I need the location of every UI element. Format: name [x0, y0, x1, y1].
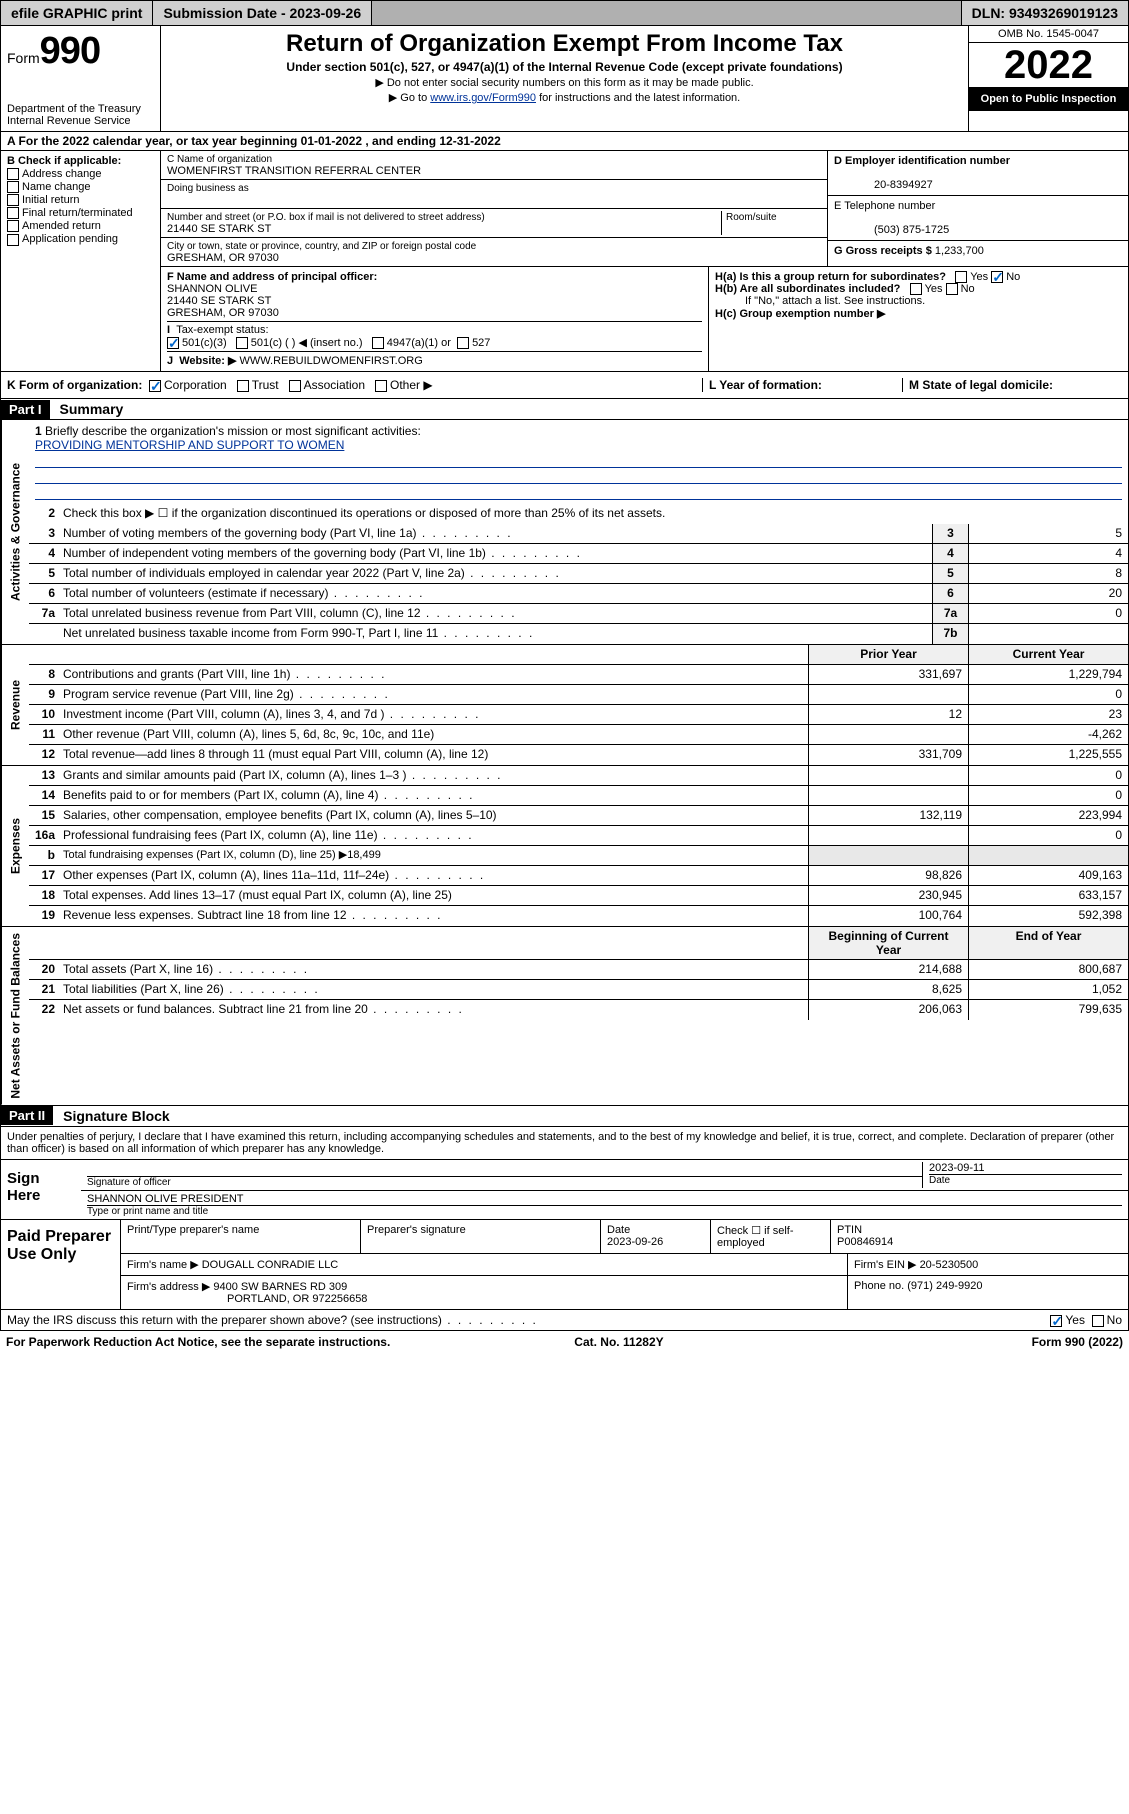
irs-discuss-row: May the IRS discuss this return with the…	[0, 1310, 1129, 1331]
dln: DLN: 93493269019123	[961, 1, 1128, 25]
checkbox-column: B Check if applicable: Address change Na…	[1, 151, 161, 371]
form-header: Form990 Department of the Treasury Inter…	[0, 26, 1129, 132]
corp-checkbox[interactable]	[149, 380, 161, 392]
ha-no-checkbox[interactable]	[991, 271, 1003, 283]
mission-text[interactable]: PROVIDING MENTORSHIP AND SUPPORT TO WOME…	[35, 438, 344, 452]
officer-block: F Name and address of principal officer:…	[161, 267, 708, 371]
submission-date: Submission Date - 2023-09-26	[153, 1, 372, 25]
header-right: OMB No. 1545-0047 2022 Open to Public In…	[968, 26, 1128, 131]
side-netassets: Net Assets or Fund Balances	[1, 927, 29, 1105]
signature-block: Under penalties of perjury, I declare th…	[0, 1127, 1129, 1310]
header-title: Return of Organization Exempt From Incom…	[161, 26, 968, 131]
top-bar: efile GRAPHIC print Submission Date - 20…	[0, 0, 1129, 26]
form-title: Return of Organization Exempt From Incom…	[169, 30, 960, 58]
part2-bar: Part II Signature Block	[0, 1106, 1129, 1127]
side-governance: Activities & Governance	[1, 420, 29, 644]
group-return-block: H(a) Is this a group return for subordin…	[708, 267, 1128, 371]
discuss-yes-checkbox[interactable]	[1050, 1315, 1062, 1327]
side-expenses: Expenses	[1, 766, 29, 926]
part1-bar: Part I Summary	[0, 399, 1129, 420]
header-left: Form990 Department of the Treasury Inter…	[1, 26, 161, 131]
footer: For Paperwork Reduction Act Notice, see …	[0, 1331, 1129, 1353]
identity-block: B Check if applicable: Address change Na…	[0, 151, 1129, 372]
irs-link[interactable]: www.irs.gov/Form990	[430, 92, 536, 104]
side-revenue: Revenue	[1, 645, 29, 765]
501c3-checkbox[interactable]	[167, 337, 179, 349]
efile-label[interactable]: efile GRAPHIC print	[1, 1, 153, 25]
tax-year-row: A For the 2022 calendar year, or tax yea…	[0, 132, 1129, 151]
k-row: K Form of organization: Corporation Trus…	[0, 372, 1129, 399]
